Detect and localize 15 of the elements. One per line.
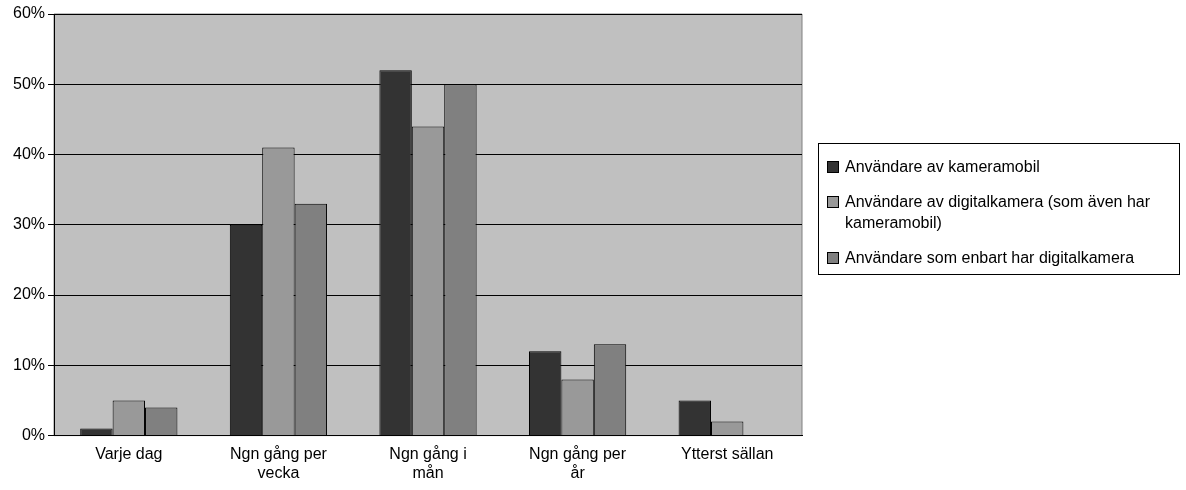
y-tick-label: 40% — [12, 144, 46, 162]
legend-label: Användare av kameramobil — [845, 157, 1040, 177]
y-tick-label: 0% — [21, 426, 46, 444]
y-tick-label: 10% — [12, 355, 46, 373]
y-tick-label: 60% — [12, 4, 46, 22]
x-tick-label: Ngn gång i mån — [389, 444, 467, 481]
x-tick-label: Ytterst sällan — [680, 444, 774, 462]
x-tick-label: Ngn gång per år — [529, 444, 627, 481]
y-tick-label: 50% — [12, 74, 46, 92]
legend-label: Användare som enbart har digitalkamera — [845, 248, 1135, 268]
y-tick-label: 20% — [12, 285, 46, 303]
x-tick-label: Ngn gång per vecka — [229, 444, 328, 481]
y-tick-label: 30% — [12, 215, 46, 233]
x-tick-label: Varje dag — [95, 444, 163, 462]
legend-label: Användare av digitalkamera (som även har kameramobil) — [845, 192, 1152, 233]
